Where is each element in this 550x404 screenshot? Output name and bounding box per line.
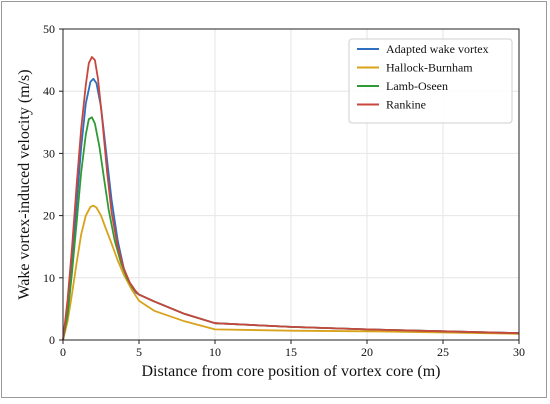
legend-label-1: Hallock-Burnham [386, 61, 473, 75]
y-tick-label: 30 [43, 146, 55, 160]
x-tick-label: 20 [361, 345, 373, 359]
legend-label-0: Adapted wake vortex [386, 42, 489, 56]
x-tick-label: 5 [136, 345, 142, 359]
y-tick-label: 20 [43, 209, 55, 223]
tick-labels: 0 5 10 15 20 25 30 0 10 20 30 40 50 [43, 22, 525, 359]
y-tick-label: 0 [49, 333, 55, 347]
y-tick-label: 50 [43, 22, 55, 36]
legend: Adapted wake vortex Hallock-Burnham Lamb-O… [348, 38, 513, 124]
series-line-3 [62, 56, 520, 341]
plot-border [62, 28, 520, 341]
legend-label-3: Rankine [386, 98, 426, 112]
chart-frame: 0 5 10 15 20 25 30 0 10 20 30 40 50 Distance from co… [1, 1, 547, 398]
x-tick-label: 15 [285, 345, 297, 359]
velocity-profile-chart: 0 5 10 15 20 25 30 0 10 20 30 40 50 Distance from co… [16, 22, 525, 380]
series-line-1 [62, 204, 520, 341]
x-tick-label: 25 [437, 345, 449, 359]
legend-label-2: Lamb-Oseen [386, 79, 448, 93]
y-axis-label: Wake vortex-induced velocity (m/s) [16, 69, 33, 299]
series-lines [62, 56, 520, 341]
x-tick-label: 10 [209, 345, 221, 359]
axes [59, 28, 520, 344]
x-tick-label: 30 [513, 345, 525, 359]
legend-box [348, 38, 513, 124]
y-tick-label: 40 [43, 84, 55, 98]
x-axis-label: Distance from core position of vortex co… [141, 363, 440, 380]
x-tick-label: 0 [60, 345, 66, 359]
y-tick-label: 10 [43, 271, 55, 285]
